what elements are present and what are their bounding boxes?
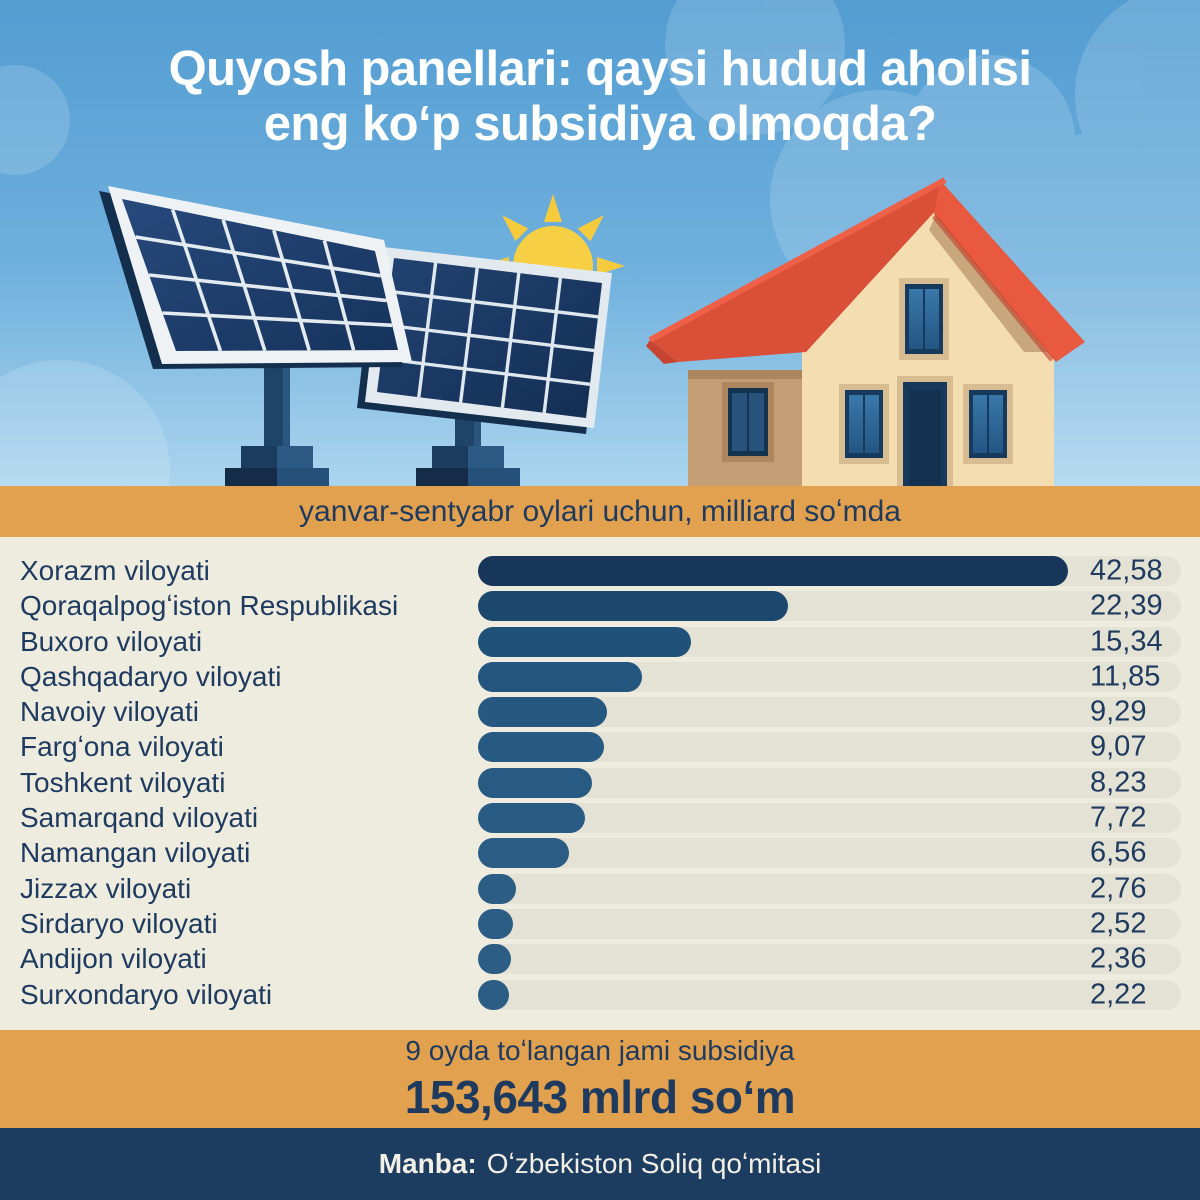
bar-fill: [478, 626, 691, 657]
region-label: Qoraqalpogʻiston Respublikasi: [20, 590, 399, 622]
bar-fill: [478, 767, 592, 798]
source-footer: Manba: Oʻzbekiston Soliq qoʻmitasi: [0, 1128, 1200, 1200]
bar-fill: [478, 591, 788, 622]
region-label: Qashqadaryo viloyati: [20, 660, 282, 692]
title-line2: eng koʻp subsidiya olmoqda?: [263, 97, 937, 152]
solar-panel-front-icon: [99, 186, 412, 486]
illustration-svg: [0, 0, 1200, 486]
region-label: Navoiy viloyati: [20, 696, 199, 728]
solar-panel-back-icon: [357, 247, 612, 486]
region-label: Xorazm viloyati: [20, 555, 210, 586]
region-label: Buxoro viloyati: [20, 625, 203, 657]
subtitle-banner: yanvar-sentyabr oylari uchun, milliard s…: [0, 486, 1200, 537]
front-window-right: [963, 384, 1013, 464]
bar-value: 2,36: [1090, 942, 1147, 975]
region-label: Surxondaryo viloyati: [20, 978, 273, 1010]
bar-track: [478, 979, 1181, 1010]
chart-row: Andijon viloyati 2,36: [0, 942, 1200, 975]
bar-track: [478, 944, 1181, 975]
bar-fill: [478, 803, 585, 834]
region-label: Namangan viloyati: [20, 837, 251, 869]
chart-row: Toshkent viloyati 8,23: [0, 766, 1200, 799]
bar-chart: Xorazm viloyati 42,58 Qoraqalpogʻiston Res…: [0, 537, 1200, 1030]
sky-illustration: Quyosh panellari: qaysi hudud aholisi en…: [0, 0, 1200, 486]
bar-value: 11,85: [1090, 660, 1161, 693]
chart-row: Jizzax viloyati 2,76: [0, 872, 1200, 905]
house-icon: [646, 177, 1085, 486]
chart-row: Qoraqalpogʻiston Respublikasi 22,39: [0, 589, 1200, 622]
region-label: Jizzax viloyati: [20, 872, 192, 904]
bar-fill: [478, 908, 513, 939]
bar-track: [478, 803, 1181, 834]
total-amount: 153,643 mlrd soʻm: [404, 1070, 796, 1123]
bar-value: 2,76: [1090, 872, 1147, 905]
bar-value: 8,23: [1090, 766, 1147, 799]
side-window: [722, 382, 774, 462]
chart-row: Surxondaryo viloyati 2,22: [0, 978, 1200, 1011]
subtitle-text: yanvar-sentyabr oylari uchun, milliard s…: [299, 494, 901, 528]
region-label: Samarqand viloyati: [20, 802, 259, 834]
source-text: Oʻzbekiston Soliq qoʻmitasi: [486, 1148, 822, 1179]
bar-value: 2,52: [1090, 907, 1147, 940]
region-label: Toshkent viloyati: [20, 766, 226, 798]
bar-fill: [478, 732, 604, 763]
bar-fill: [478, 944, 511, 975]
source-label: Manba:: [378, 1148, 477, 1179]
bar-value: 7,72: [1090, 801, 1147, 834]
chart-row: Xorazm viloyati 42,58: [0, 554, 1200, 587]
bar-value: 9,07: [1090, 730, 1147, 763]
region-label: Andijon viloyati: [20, 943, 207, 975]
bar-track: [478, 873, 1181, 904]
chart-row: Buxoro viloyati 15,34: [0, 625, 1200, 658]
bar-fill: [478, 979, 509, 1010]
bar-track: [478, 908, 1181, 939]
bar-value: 2,22: [1090, 978, 1147, 1011]
bar-value: 15,34: [1090, 625, 1163, 658]
chart-row: Namangan viloyati 6,56: [0, 836, 1200, 869]
chart-row: Fargʻona viloyati 9,07: [0, 730, 1200, 763]
bar-value: 22,39: [1090, 589, 1163, 622]
chart-row: Sirdaryo viloyati 2,52: [0, 907, 1200, 940]
region-label: Fargʻona viloyati: [20, 731, 224, 763]
bar-fill: [478, 556, 1068, 586]
bar-track: [478, 838, 1181, 869]
bar-value: 6,56: [1090, 836, 1147, 869]
page-title: Quyosh panellari: qaysi hudud aholisi en…: [0, 42, 1200, 153]
total-caption: 9 oyda toʻlangan jami subsidiya: [405, 1034, 795, 1066]
bar-value: 9,29: [1090, 695, 1147, 728]
chart-row: Navoiy viloyati 9,29: [0, 695, 1200, 728]
chart-row: Samarqand viloyati 7,72: [0, 801, 1200, 834]
chart-row: Qashqadaryo viloyati 11,85: [0, 660, 1200, 693]
total-band: 9 oyda toʻlangan jami subsidiya 153,643 …: [0, 1030, 1200, 1128]
bar-fill: [478, 873, 516, 904]
bar-fill: [478, 661, 642, 692]
door-icon: [897, 376, 953, 486]
bar-track: [478, 767, 1181, 798]
attic-window: [899, 278, 949, 360]
bar-fill: [478, 838, 569, 869]
bar-value: 42,58: [1090, 554, 1163, 587]
front-window-left: [839, 384, 889, 464]
region-label: Sirdaryo viloyati: [20, 907, 218, 939]
title-line1: Quyosh panellari: qaysi hudud aholisi: [168, 42, 1032, 96]
bar-fill: [478, 697, 607, 728]
